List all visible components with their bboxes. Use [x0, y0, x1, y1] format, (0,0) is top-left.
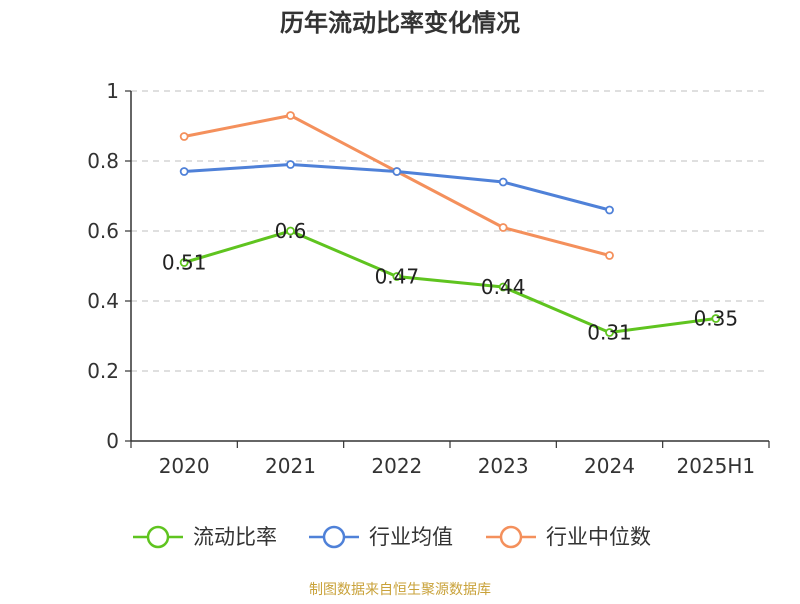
legend-label: 行业均值 [369, 525, 453, 549]
data-label: 0.31 [587, 321, 632, 345]
data-label: 0.35 [694, 307, 739, 331]
chart-title: 历年流动比率变化情况 [280, 9, 520, 37]
series-line [183, 229, 717, 334]
data-point [179, 258, 189, 267]
y-tick-label: 1 [106, 79, 119, 103]
data-point [286, 226, 295, 236]
legend-marker [146, 525, 170, 549]
data-label: 0.51 [162, 251, 207, 275]
data-point [605, 328, 614, 337]
x-tick-label: 2021 [265, 454, 316, 478]
x-tick-label: 2024 [584, 454, 635, 478]
legend-label: 行业中位数 [546, 525, 651, 549]
data-point [179, 167, 189, 176]
data-point [498, 282, 508, 292]
data-label: 0.6 [275, 219, 307, 243]
x-tick-label: 2025H1 [676, 454, 755, 478]
legend-label: 流动比率 [193, 525, 277, 549]
source-note: 制图数据来自恒生聚源数据库 [309, 582, 491, 598]
series-layer: 0.51 0.6 0.47 0.44 0.31 0.35 [162, 111, 739, 345]
y-tick-label: 0 [106, 429, 119, 453]
data-label: 0.44 [481, 275, 526, 299]
axis-layer: 0 0.2 0.4 0.6 0.8 1 2020 2021 2022 2023 2024 2025H1 [87, 79, 770, 478]
grid-layer [131, 90, 769, 372]
x-tick-label: 2020 [159, 454, 210, 478]
data-point [392, 167, 402, 176]
legend-item: 行业中位数 [486, 525, 651, 549]
legend-marker [499, 525, 523, 549]
data-point [286, 111, 295, 120]
data-point [392, 272, 402, 281]
x-tick-label: 2023 [478, 454, 529, 478]
data-point [711, 314, 721, 323]
data-point [286, 160, 295, 169]
data-label: 0.47 [375, 265, 420, 289]
y-tick-label: 0.4 [87, 289, 119, 313]
legend: 流动比率 行业均值 行业中位数 [133, 525, 651, 549]
data-point [605, 205, 614, 215]
y-tick-label: 0.6 [87, 219, 119, 243]
data-point [605, 251, 614, 260]
legend-item: 行业均值 [309, 525, 453, 549]
y-tick-label: 0.8 [87, 149, 119, 173]
y-tick-label: 0.2 [87, 359, 119, 383]
legend-marker [322, 525, 346, 549]
data-point [498, 177, 508, 187]
data-point [179, 132, 189, 141]
legend-item: 流动比率 [133, 525, 277, 549]
x-tick-label: 2022 [371, 454, 422, 478]
series-line [183, 114, 610, 257]
data-point [498, 223, 508, 232]
